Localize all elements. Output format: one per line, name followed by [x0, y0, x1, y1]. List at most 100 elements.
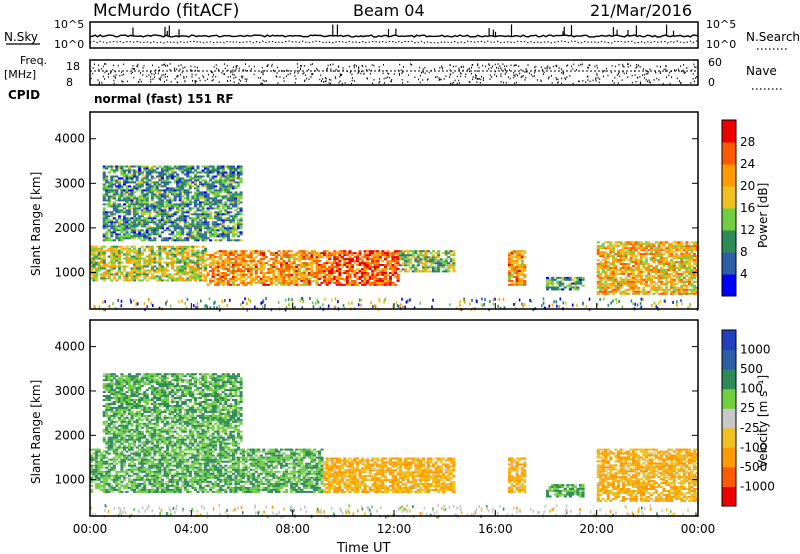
echo-cell — [654, 269, 658, 271]
echo-cell — [563, 278, 567, 281]
echo-cell — [186, 173, 190, 176]
echo-cell — [173, 223, 177, 226]
echo-cell — [325, 277, 329, 280]
echo-cell — [105, 225, 109, 228]
freq-dot — [561, 77, 563, 80]
echo-cell — [619, 292, 623, 295]
freq-dot — [494, 63, 496, 66]
freq-dot — [586, 75, 588, 78]
echo-cell — [675, 271, 679, 273]
echo-cell — [323, 266, 327, 268]
echo-cell — [193, 279, 197, 282]
freq-dot — [358, 67, 360, 70]
freq-dot — [557, 78, 559, 81]
echo-cell — [133, 211, 137, 214]
noise-traces — [89, 24, 699, 44]
echo-cell — [145, 173, 149, 176]
freq-dot — [542, 73, 544, 75]
echo-cell — [644, 282, 648, 285]
echo-cell — [513, 250, 517, 253]
echo-cell — [353, 256, 357, 259]
echo-cell — [143, 257, 147, 260]
echo-cell — [224, 254, 228, 257]
echo-cell — [647, 271, 651, 273]
echo-cell — [102, 273, 106, 276]
freq-dot — [488, 67, 490, 70]
echo-cell — [295, 254, 299, 257]
echo-cell — [128, 213, 132, 216]
echo-cell — [128, 175, 132, 178]
echo-cell — [662, 276, 666, 279]
echo-cell — [632, 243, 636, 246]
echo-cell — [148, 235, 152, 238]
freq-dot — [218, 68, 220, 71]
echo-cell — [186, 247, 190, 250]
echo-cell — [196, 203, 200, 206]
echo-cell — [239, 254, 243, 257]
freq-dot — [241, 77, 243, 79]
freq-dot — [556, 64, 558, 67]
echo-cell — [216, 233, 220, 236]
echo-cell — [155, 229, 159, 232]
echo-cell — [160, 275, 164, 278]
echo-cell — [325, 250, 329, 253]
echo-cell — [204, 249, 208, 252]
echo-cell — [614, 243, 618, 246]
scatter-cell — [482, 304, 484, 308]
echo-cell — [513, 268, 517, 270]
freq-unit-label: [MHz] — [4, 68, 36, 81]
echo-cell — [112, 229, 116, 232]
echo-cell — [614, 288, 618, 291]
echo-cell — [325, 268, 329, 270]
echo-cell — [135, 223, 139, 226]
echo-cell — [209, 201, 213, 204]
echo-cell — [191, 259, 195, 262]
echo-cell — [219, 201, 223, 204]
freq-dot — [289, 73, 291, 75]
echo-cell — [312, 273, 316, 276]
echo-cell — [196, 207, 200, 210]
echo-cell — [145, 237, 149, 240]
echo-cell — [133, 237, 137, 240]
freq-tick-low: 8 — [66, 76, 73, 89]
echo-cell — [135, 201, 139, 204]
echo-cell — [176, 207, 180, 210]
echo-cell — [176, 195, 180, 198]
echo-cell — [196, 185, 200, 188]
echo-cell — [211, 171, 215, 174]
echo-cell — [105, 269, 109, 272]
echo-cell — [112, 263, 116, 266]
echo-cell — [145, 171, 149, 174]
echo-cell — [219, 213, 223, 216]
echo-cell — [204, 213, 208, 216]
echo-cell — [181, 187, 185, 190]
echo-cell — [163, 273, 167, 276]
echo-cell — [135, 255, 139, 258]
echo-cell — [166, 269, 170, 272]
echo-cell — [366, 281, 370, 284]
echo-cell — [112, 227, 116, 230]
echo-cell — [110, 187, 114, 190]
echo-cell — [176, 205, 180, 208]
echo-cell — [667, 267, 671, 269]
freq-dot — [338, 81, 340, 84]
echo-cell — [120, 167, 124, 170]
freq-dot — [211, 71, 213, 73]
echo-cell — [201, 249, 205, 252]
echo-cell — [426, 250, 430, 253]
echo-cell — [171, 189, 175, 192]
echo-cell — [219, 175, 223, 178]
freq-dot — [121, 80, 123, 82]
echo-cell — [193, 219, 197, 222]
echo-cell — [629, 282, 633, 285]
echo-cell — [122, 229, 126, 232]
echo-cell — [262, 281, 266, 284]
echo-cell — [125, 237, 129, 240]
echo-cell — [117, 167, 121, 170]
echo-cell — [231, 219, 235, 222]
echo-cell — [619, 241, 623, 244]
echo-cell — [201, 225, 205, 228]
echo-cell — [305, 250, 309, 253]
echo-cell — [198, 203, 202, 206]
echo-cell — [647, 290, 651, 293]
